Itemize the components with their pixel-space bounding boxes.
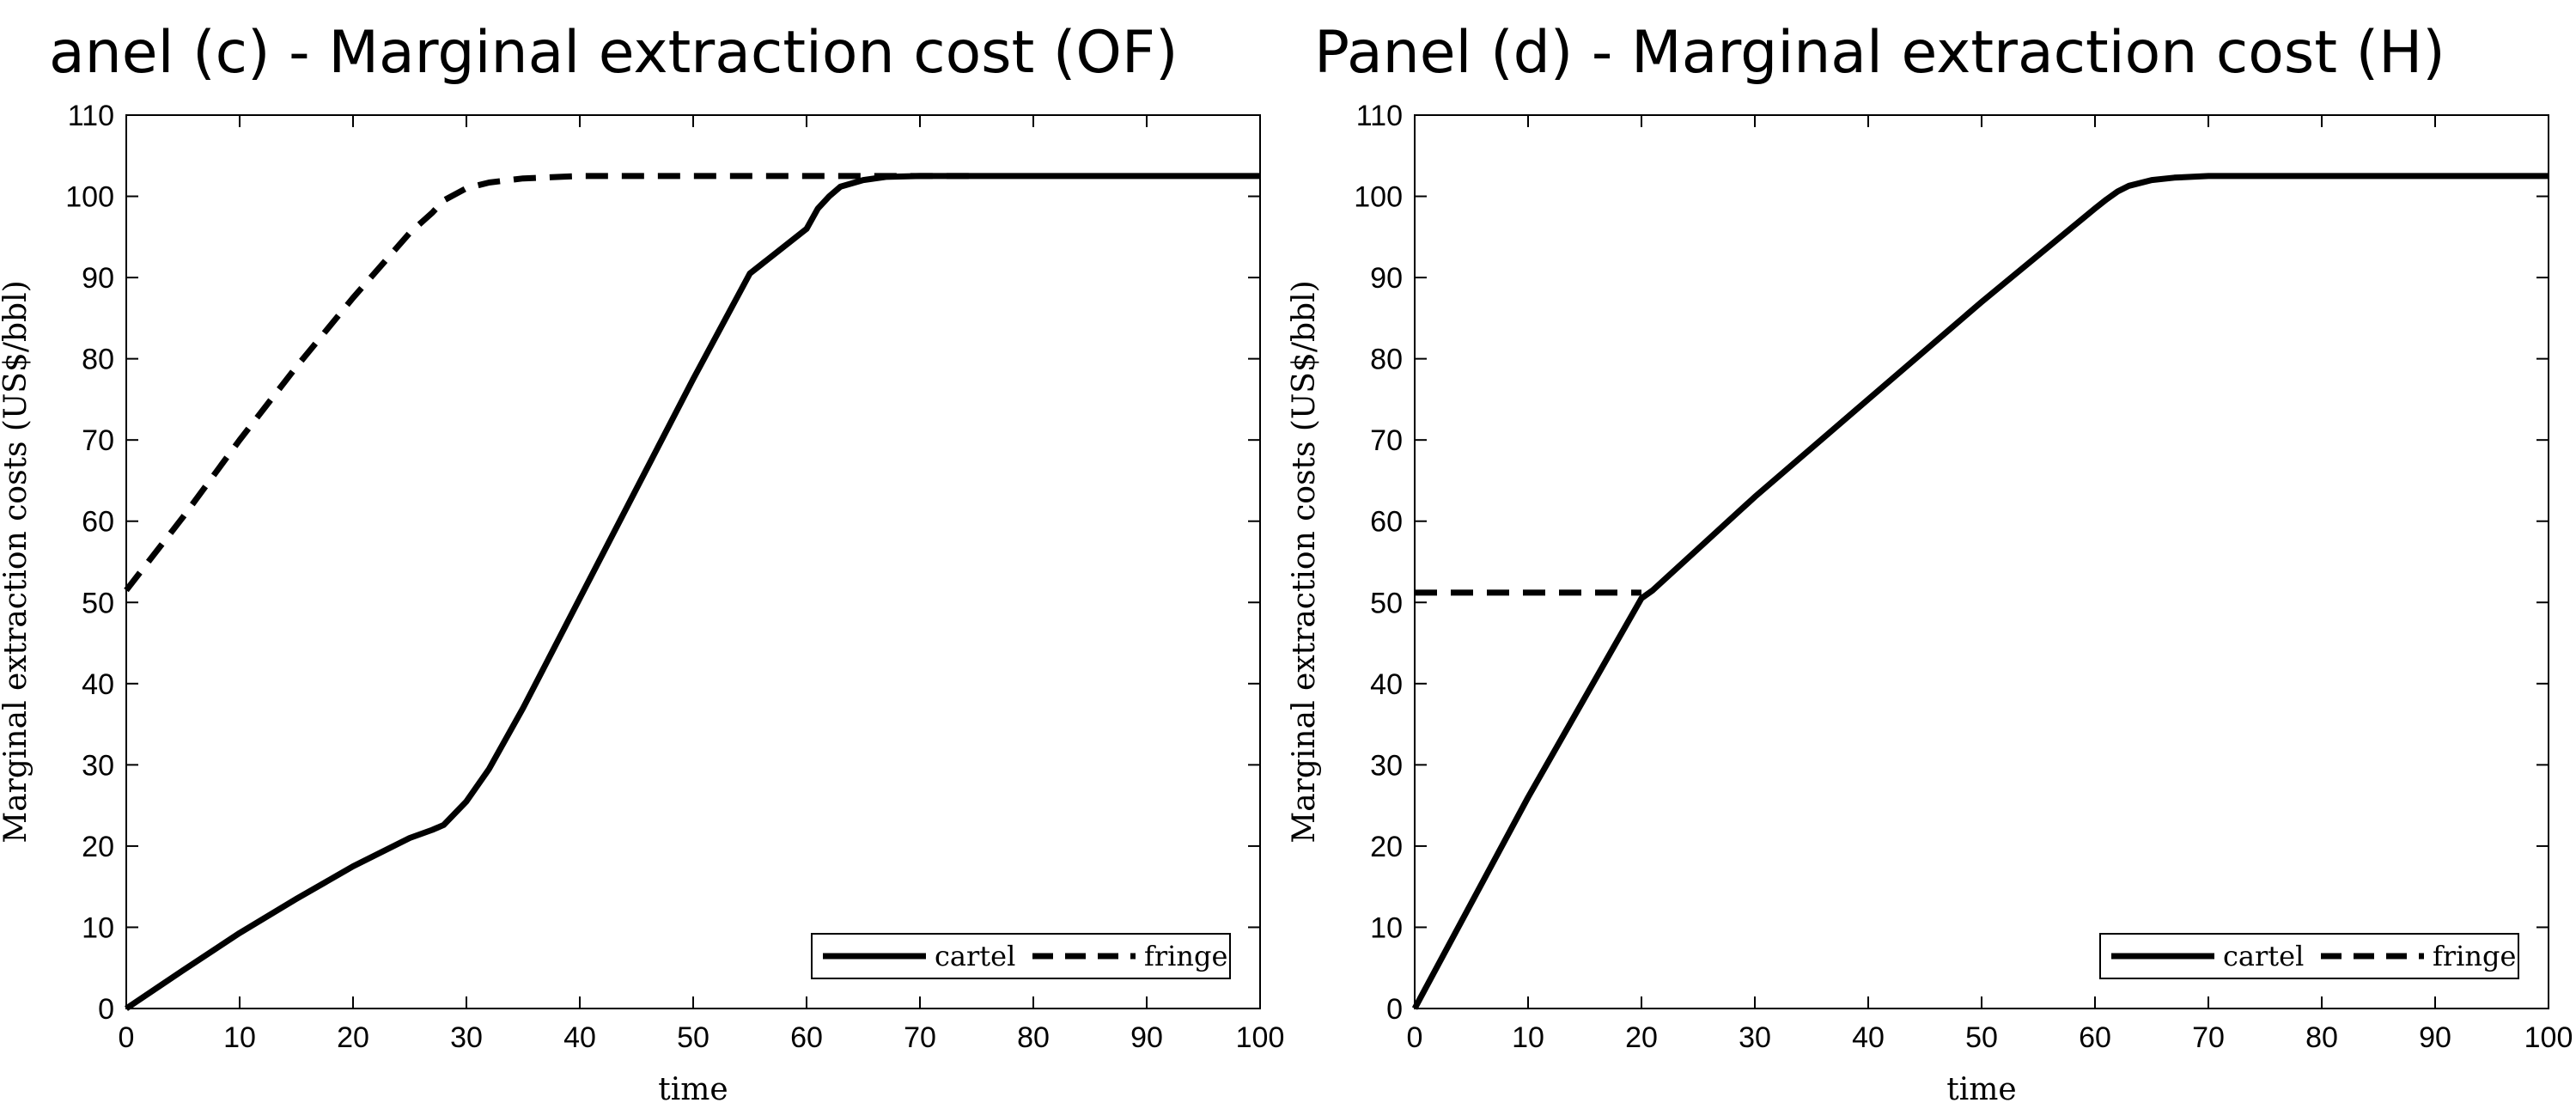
panel-d-x-tick-label: 60 — [2079, 1021, 2111, 1054]
panel-d-x-tick-label: 90 — [2419, 1021, 2451, 1054]
panel-c-y-ticks: 0 10 20 30 40 50 60 70 80 90 100 110 — [65, 100, 1260, 1026]
panel-d-y-tick-label: 30 — [1370, 749, 1403, 782]
panel-c-plot-area — [125, 114, 1261, 1009]
panel-c-y-tick-label: 40 — [82, 668, 114, 701]
panel-d-legend-box — [2099, 933, 2519, 979]
panel-d-title: Panel (d) - Marginal extraction cost (H) — [1314, 19, 2445, 87]
panel-d-y-tick-label: 60 — [1370, 506, 1403, 539]
panel-c-x-tick-label: 100 — [1236, 1021, 1285, 1054]
legend-label-cartel: cartel — [935, 940, 1015, 972]
panel-d-x-tick-label: 0 — [1407, 1021, 1423, 1054]
panel-c-y-tick-label: 80 — [82, 344, 114, 376]
legend-label-fringe: fringe — [1144, 940, 1227, 972]
panel-c-x-label: time — [658, 1072, 728, 1103]
panel-d-y-label: Marginal extraction costs (US$/bbl) — [1287, 280, 1322, 843]
panel-d-y-tick-label: 100 — [1354, 181, 1403, 214]
panel-c-y-tick-label: 100 — [65, 181, 114, 214]
panel-d: Panel (d) - Marginal extraction cost (H)… — [1287, 19, 2573, 1103]
panel-c-y-tick-label: 0 — [98, 993, 114, 1026]
panel-d-x-tick-label: 100 — [2524, 1021, 2573, 1054]
panel-c-x-tick-label: 30 — [450, 1021, 483, 1054]
panel-c-y-tick-label: 90 — [82, 262, 114, 295]
panel-c-x-tick-label: 70 — [904, 1021, 936, 1054]
panel-d-y-tick-label: 110 — [1356, 100, 1403, 132]
panel-d-x-tick-label: 70 — [2192, 1021, 2225, 1054]
panel-c-x-tick-label: 90 — [1130, 1021, 1163, 1054]
panel-c-x-tick-label: 20 — [337, 1021, 369, 1054]
panel-d-x-tick-label: 40 — [1852, 1021, 1885, 1054]
panel-c-y-label: Marginal extraction costs (US$/bbl) — [0, 280, 33, 843]
panel-d-lines — [1411, 173, 2549, 1010]
panel-c-y-tick-label: 110 — [68, 100, 114, 132]
panel-c-y-tick-label: 30 — [82, 749, 114, 782]
panel-c-x-tick-label: 80 — [1017, 1021, 1050, 1054]
panel-d-y-tick-label: 40 — [1370, 668, 1403, 701]
panel-d-x-label: time — [1946, 1072, 2016, 1103]
panel-c-y-tick-label: 20 — [82, 831, 114, 863]
panel-c-x-tick-label: 60 — [790, 1021, 823, 1054]
panel-d-plot-area — [1414, 114, 2549, 1009]
panel-d-x-tick-label: 30 — [1739, 1021, 1771, 1054]
panel-c-series-fringe — [124, 173, 977, 593]
panel-d-y-tick-label: 90 — [1370, 262, 1403, 295]
panel-c-y-tick-label: 60 — [82, 506, 114, 539]
panel-c: anel (c) - Marginal extraction cost (OF)… — [0, 19, 1284, 1103]
panel-d-x-tick-label: 10 — [1512, 1021, 1544, 1054]
panel-c-title: anel (c) - Marginal extraction cost (OF) — [49, 19, 1178, 87]
panel-d-series-cartel — [1411, 173, 2549, 1010]
panel-c-series-cartel — [125, 173, 1260, 1011]
panel-d-y-tick-label: 0 — [1386, 993, 1403, 1026]
panel-d-x-ticks: 0 10 20 30 40 50 60 70 80 90 100 — [1407, 115, 2573, 1054]
panel-d-y-tick-label: 80 — [1370, 344, 1403, 376]
panel-c-legend: cartel fringe — [811, 933, 1231, 979]
panel-c-x-tick-label: 50 — [677, 1021, 709, 1054]
panel-d-x-tick-label: 50 — [1965, 1021, 1998, 1054]
panel-d-y-tick-label: 70 — [1370, 424, 1403, 457]
panel-c-y-tick-label: 50 — [82, 587, 114, 619]
panel-d-y-ticks: 0 10 20 30 40 50 60 70 80 90 100 110 — [1354, 100, 2549, 1026]
panel-c-y-tick-label: 70 — [82, 424, 114, 457]
legend-label-fringe: fringe — [2433, 940, 2516, 972]
panel-c-x-tick-label: 10 — [223, 1021, 256, 1054]
panel-c-lines — [124, 173, 1260, 1011]
panel-d-x-tick-label: 80 — [2305, 1021, 2338, 1054]
panel-d-y-tick-label: 50 — [1370, 587, 1403, 619]
panel-c-x-tick-label: 0 — [119, 1021, 135, 1054]
panel-d-y-tick-label: 20 — [1370, 831, 1403, 863]
panel-c-x-ticks: 0 10 20 30 40 50 60 70 80 90 100 — [119, 115, 1285, 1054]
panel-d-x-tick-label: 20 — [1625, 1021, 1658, 1054]
panel-d-y-tick-label: 10 — [1370, 911, 1403, 944]
panel-d-legend: cartel fringe — [2099, 933, 2519, 979]
legend-label-cartel: cartel — [2223, 940, 2304, 972]
panel-c-x-tick-label: 40 — [563, 1021, 596, 1054]
panel-c-y-tick-label: 10 — [82, 911, 114, 944]
